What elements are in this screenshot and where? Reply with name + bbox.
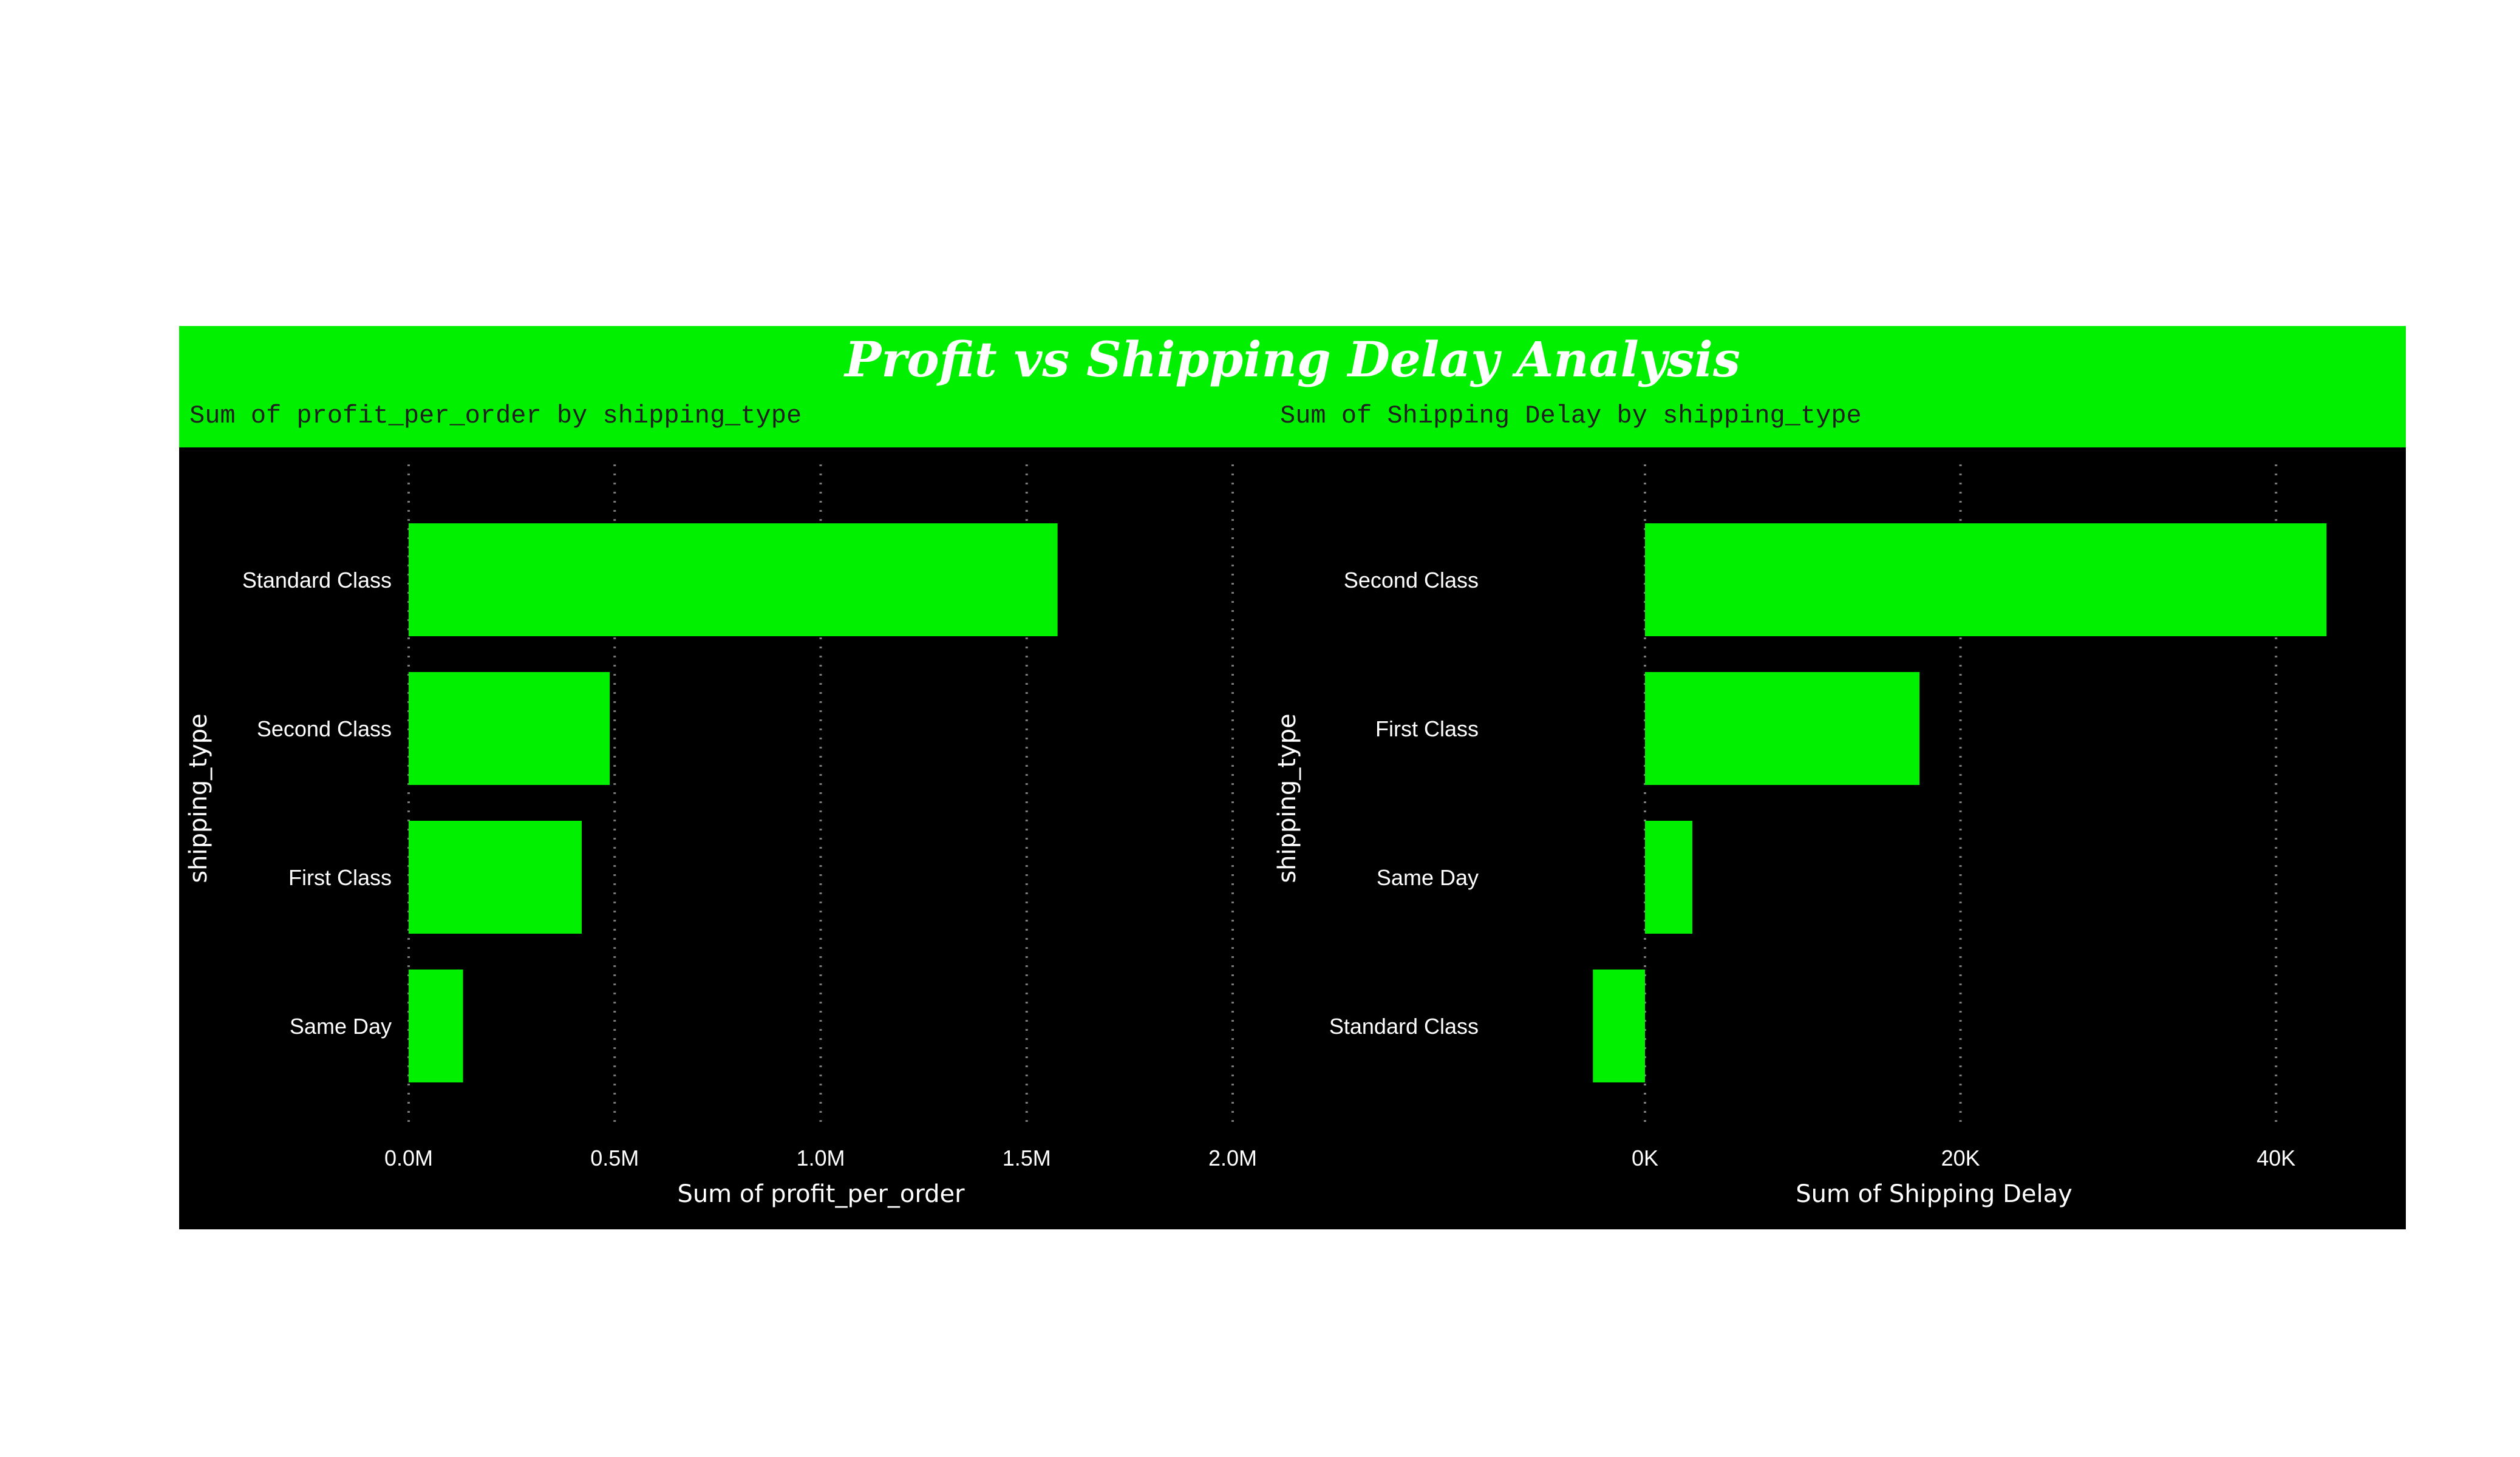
y-axis-title: shipping_type (1273, 713, 1301, 883)
chart-2-title: Sum of Shipping Delay by shipping_type (1280, 401, 1862, 430)
shipping-delay-chart[interactable]: 0K 20K 40K Second Class First Class Same Day S… (1273, 464, 2327, 1208)
x-tick-label: 1.5M (1003, 1146, 1051, 1170)
x-tick-label: 0K (1632, 1146, 1658, 1170)
bar (1645, 523, 2327, 636)
category-label: Standard Class (1329, 1014, 1479, 1039)
bar (1645, 821, 1692, 934)
bar (1645, 672, 1920, 785)
header-band: Profit vs Shipping Delay Analysis Sum of… (179, 326, 2406, 447)
bar (409, 970, 463, 1082)
category-label: Standard Class (242, 568, 392, 593)
bar (409, 821, 582, 934)
profit-chart[interactable]: 0.0M 0.5M 1.0M 1.5M 2.0M Standard Class Second… (185, 464, 1257, 1208)
y-axis-title: shipping_type (185, 713, 213, 883)
x-tick-label: 2.0M (1208, 1146, 1257, 1170)
category-label: Second Class (1344, 568, 1479, 593)
x-tick-label: 40K (2256, 1146, 2295, 1170)
x-axis-title: Sum of profit_per_order (677, 1180, 965, 1208)
bar (409, 672, 610, 785)
report-title: Profit vs Shipping Delay Analysis (845, 331, 1740, 388)
category-label: First Class (1375, 716, 1479, 741)
x-tick-label: 0.0M (384, 1146, 433, 1170)
bar (1593, 970, 1645, 1082)
x-tick-label: 0.5M (590, 1146, 639, 1170)
x-axis-title: Sum of Shipping Delay (1796, 1180, 2072, 1208)
bar (409, 523, 1058, 636)
x-tick-label: 20K (1941, 1146, 1980, 1170)
category-label: Same Day (290, 1014, 392, 1039)
x-tick-label: 1.0M (796, 1146, 845, 1170)
category-label: First Class (288, 865, 392, 890)
category-label: Second Class (257, 716, 392, 741)
chart-1-title: Sum of profit_per_order by shipping_type (189, 401, 802, 430)
category-label: Same Day (1377, 865, 1479, 890)
